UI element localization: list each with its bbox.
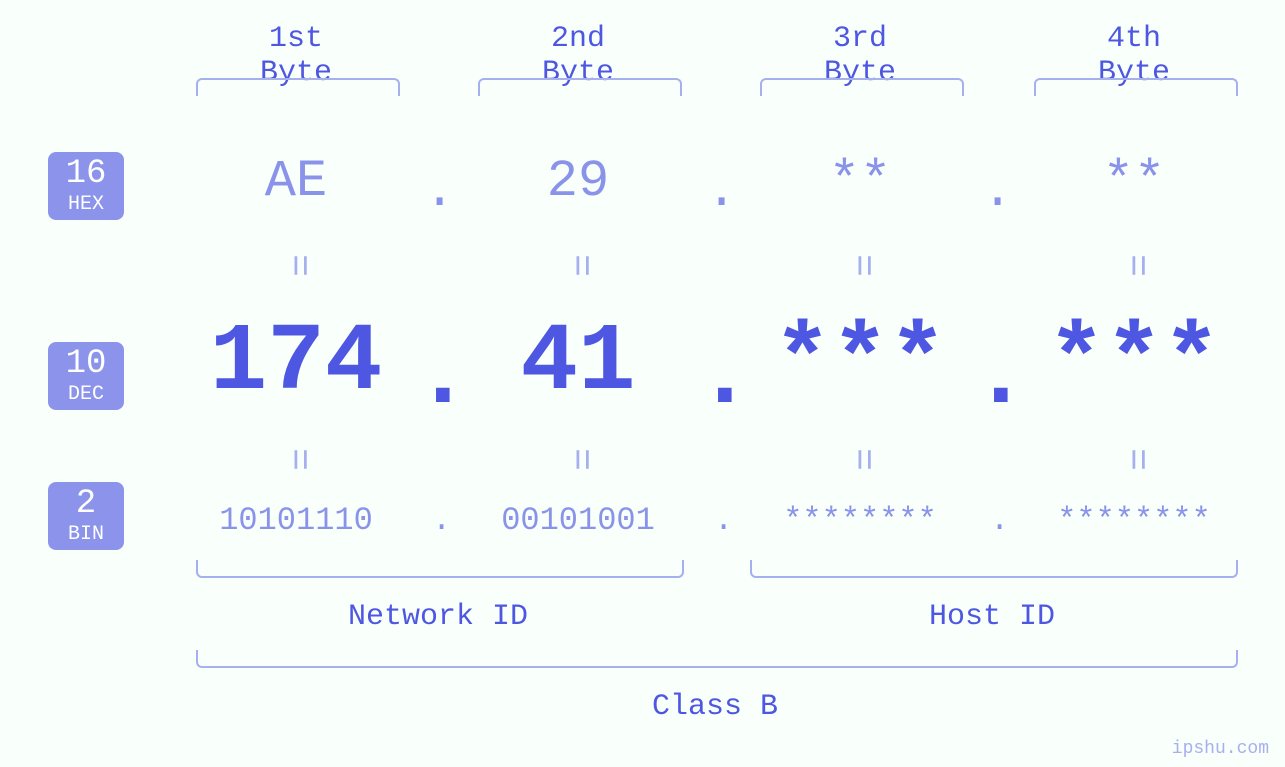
equals-icon: = — [840, 254, 883, 277]
class-label: Class B — [196, 690, 1234, 724]
hex-byte-1: AE — [166, 152, 426, 211]
byte-bracket-1 — [196, 78, 400, 96]
bin-dot-1: . — [432, 502, 451, 539]
base-badge-hex: 16 HEX — [48, 152, 124, 220]
hex-dot-2: . — [706, 162, 737, 221]
equals-icon: = — [276, 448, 319, 471]
base-number: 2 — [76, 487, 96, 521]
hex-dot-1: . — [424, 162, 455, 221]
equals-icon: = — [558, 254, 601, 277]
hex-byte-4: ** — [1004, 152, 1264, 211]
hex-byte-2: 29 — [448, 152, 708, 211]
equals-icon: = — [1114, 448, 1157, 471]
base-badge-bin: 2 BIN — [48, 482, 124, 550]
equals-icon: = — [1114, 254, 1157, 277]
bin-byte-3: ******** — [730, 502, 990, 539]
host-id-bracket — [750, 560, 1238, 578]
hex-dot-3: . — [982, 162, 1013, 221]
bin-byte-1: 10101110 — [166, 502, 426, 539]
base-label: HEX — [68, 195, 104, 215]
network-id-label: Network ID — [196, 600, 680, 634]
byte-bracket-4 — [1034, 78, 1238, 96]
dec-byte-1: 174 — [166, 308, 426, 417]
base-number: 10 — [66, 347, 107, 381]
base-badge-dec: 10 DEC — [48, 342, 124, 410]
host-id-label: Host ID — [750, 600, 1234, 634]
bin-byte-2: 00101001 — [448, 502, 708, 539]
byte-bracket-2 — [478, 78, 682, 96]
class-bracket — [196, 650, 1238, 668]
dec-dot-2: . — [696, 322, 754, 431]
dec-byte-2: 41 — [448, 308, 708, 417]
base-label: BIN — [68, 525, 104, 545]
network-id-bracket — [196, 560, 684, 578]
bin-byte-4: ******** — [1004, 502, 1264, 539]
dec-dot-1: . — [414, 322, 472, 431]
equals-icon: = — [840, 448, 883, 471]
bin-dot-3: . — [990, 502, 1009, 539]
dec-byte-4: *** — [1004, 308, 1264, 417]
bin-dot-2: . — [714, 502, 733, 539]
byte-bracket-3 — [760, 78, 964, 96]
dec-dot-3: . — [972, 322, 1030, 431]
watermark: ipshu.com — [1172, 739, 1269, 759]
dec-byte-3: *** — [730, 308, 990, 417]
equals-icon: = — [558, 448, 601, 471]
base-label: DEC — [68, 385, 104, 405]
base-number: 16 — [66, 157, 107, 191]
equals-icon: = — [276, 254, 319, 277]
hex-byte-3: ** — [730, 152, 990, 211]
